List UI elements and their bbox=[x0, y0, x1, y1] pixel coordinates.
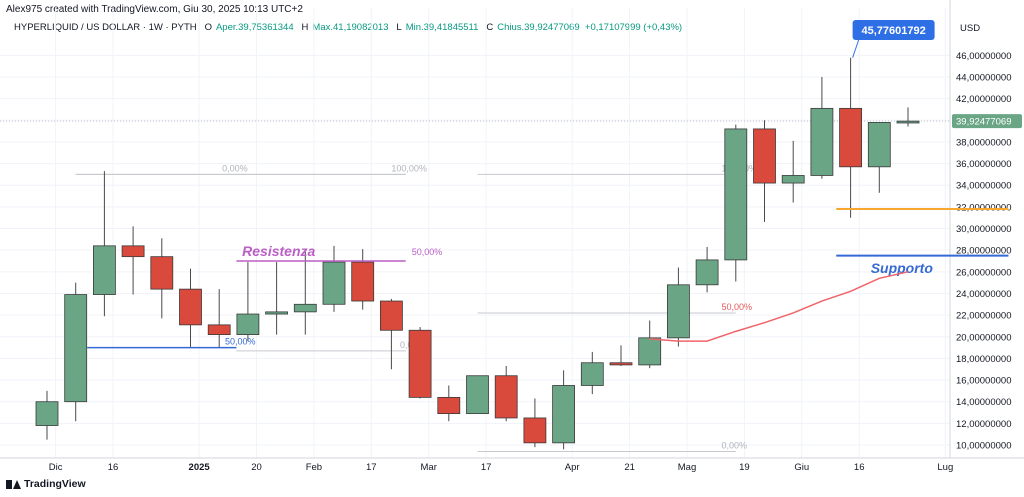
y-tick-label: 30,00000000 bbox=[956, 224, 1011, 235]
high-value: Max.41,19082013 bbox=[312, 22, 389, 33]
y-tick-label: 44,00000000 bbox=[956, 72, 1011, 83]
candle-body[interactable] bbox=[667, 284, 690, 339]
fib-level-label: 0,00% bbox=[222, 163, 248, 173]
symbol-name[interactable]: HYPERLIQUID / US DOLLAR · 1W · PYTH bbox=[14, 22, 197, 33]
fib-level-label: 50,00% bbox=[721, 302, 752, 312]
last-price-label: 39,92477069 bbox=[956, 117, 1011, 128]
peak-badge bbox=[852, 20, 935, 40]
fib-level-label: 100,00% bbox=[391, 163, 427, 173]
symbol-legend: HYPERLIQUID / US DOLLAR · 1W · PYTH O Ape… bbox=[14, 22, 682, 33]
x-tick-label: 16 bbox=[108, 462, 119, 473]
y-tick-label: 14,00000000 bbox=[956, 397, 1011, 408]
x-tick-label: 17 bbox=[366, 462, 377, 473]
candle-body[interactable] bbox=[695, 259, 719, 286]
y-tick-label: 32,00000000 bbox=[956, 202, 1011, 213]
candle-body[interactable] bbox=[379, 300, 403, 331]
candle-body[interactable] bbox=[408, 329, 432, 398]
candle-body[interactable] bbox=[293, 303, 317, 313]
y-tick-label: 22,00000000 bbox=[956, 311, 1011, 322]
candle-body[interactable] bbox=[207, 324, 231, 335]
candle-body[interactable] bbox=[753, 128, 776, 184]
footer-brand[interactable]: TradingView bbox=[6, 478, 86, 490]
resistance-label: Resistenza bbox=[242, 243, 315, 259]
candle-body[interactable] bbox=[322, 261, 346, 305]
candle-body[interactable] bbox=[523, 417, 547, 444]
x-tick-label: Dic bbox=[49, 462, 63, 473]
candle-body[interactable] bbox=[466, 375, 489, 415]
candle-body[interactable] bbox=[35, 401, 59, 426]
y-tick-label: 18,00000000 bbox=[956, 354, 1011, 365]
x-tick-label: Feb bbox=[306, 462, 322, 473]
candle-body[interactable] bbox=[150, 256, 174, 290]
tradingview-logo-icon bbox=[6, 479, 21, 489]
candle-body[interactable] bbox=[494, 375, 518, 419]
change-value: +0,17107999 (+0,43%) bbox=[584, 22, 683, 33]
x-tick-label: Mar bbox=[421, 462, 437, 473]
y-tick-label: 24,00000000 bbox=[956, 289, 1011, 300]
peak-badge-label: 45,77601792 bbox=[861, 25, 925, 37]
candle-body[interactable] bbox=[867, 122, 891, 168]
x-tick-label: Lug bbox=[937, 462, 953, 473]
open-value: Aper.39,75361344 bbox=[215, 22, 294, 33]
open-label: O bbox=[204, 22, 212, 33]
moving-average-line bbox=[649, 271, 909, 342]
candle-body[interactable] bbox=[724, 128, 748, 261]
y-tick-label: 26,00000000 bbox=[956, 267, 1011, 278]
y-tick-label: 28,00000000 bbox=[956, 246, 1011, 257]
peak-badge-pointer bbox=[852, 39, 860, 58]
candle-body[interactable] bbox=[580, 362, 604, 386]
y-tick-label: 20,00000000 bbox=[956, 332, 1011, 343]
candle-body[interactable] bbox=[638, 337, 662, 366]
candle-body[interactable] bbox=[351, 261, 375, 302]
high-label: H bbox=[301, 22, 309, 33]
support-label: Supporto bbox=[871, 260, 934, 276]
candle-body[interactable] bbox=[121, 245, 145, 258]
fib-level-label: 50,00% bbox=[225, 337, 256, 347]
resistance-tag: 50,00% bbox=[412, 247, 443, 257]
candle-body[interactable] bbox=[179, 288, 202, 326]
fib-level-label: 0,00% bbox=[721, 441, 747, 451]
candle-body[interactable] bbox=[552, 385, 575, 444]
candle-body[interactable] bbox=[437, 396, 461, 415]
last-price-badge bbox=[952, 114, 1022, 129]
y-tick-label: 12,00000000 bbox=[956, 419, 1011, 430]
low-label: L bbox=[396, 22, 402, 33]
x-tick-label: 2025 bbox=[189, 462, 211, 473]
currency-label: USD bbox=[960, 23, 980, 34]
candle-body[interactable] bbox=[93, 245, 116, 295]
attribution-text: Alex975 created with TradingView.com, Gi… bbox=[6, 4, 303, 15]
x-tick-label: 20 bbox=[251, 462, 262, 473]
x-tick-label: Mag bbox=[678, 462, 696, 473]
y-tick-label: 10,00000000 bbox=[956, 441, 1011, 452]
x-tick-label: 17 bbox=[481, 462, 492, 473]
y-tick-label: 36,00000000 bbox=[956, 159, 1011, 170]
y-tick-label: 34,00000000 bbox=[956, 181, 1011, 192]
candle-body[interactable] bbox=[64, 294, 88, 403]
low-value: Min.39,41845511 bbox=[405, 22, 479, 33]
candle-body[interactable] bbox=[781, 175, 805, 184]
candle-body[interactable] bbox=[236, 313, 260, 335]
x-tick-label: 19 bbox=[739, 462, 750, 473]
candle-body[interactable] bbox=[265, 311, 289, 315]
candle-body[interactable] bbox=[609, 362, 633, 366]
x-tick-label: Apr bbox=[565, 462, 580, 473]
x-tick-label: 21 bbox=[624, 462, 635, 473]
y-tick-label: 42,00000000 bbox=[956, 94, 1011, 105]
candle-body[interactable] bbox=[896, 120, 920, 124]
candle-body[interactable] bbox=[839, 107, 862, 168]
candle-body[interactable] bbox=[810, 107, 834, 176]
brand-name: TradingView bbox=[24, 478, 86, 490]
x-tick-label: Giu bbox=[794, 462, 809, 473]
close-value: Chius.39,92477069 bbox=[497, 22, 580, 33]
y-tick-label: 16,00000000 bbox=[956, 376, 1011, 387]
y-tick-label: 46,00000000 bbox=[956, 51, 1011, 62]
y-tick-label: 38,00000000 bbox=[956, 137, 1011, 148]
x-tick-label: 16 bbox=[854, 462, 865, 473]
close-label: C bbox=[486, 22, 494, 33]
